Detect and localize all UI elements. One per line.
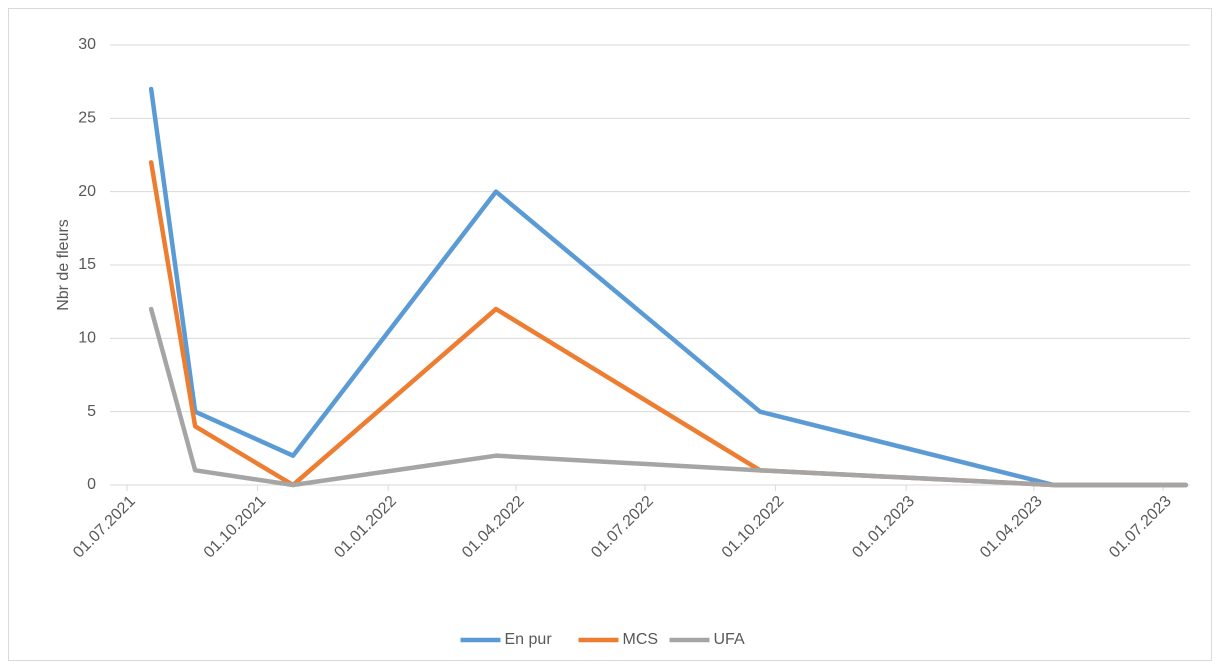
chart-frame (8, 8, 1212, 661)
legend-label: En pur (505, 631, 553, 648)
y-tick-label: 10 (78, 330, 96, 347)
y-tick-label: 0 (87, 476, 96, 493)
y-tick-label: 15 (78, 256, 96, 273)
series-line (148, 306, 1188, 488)
legend-label: UFA (714, 631, 745, 648)
y-tick-label: 5 (87, 403, 96, 420)
y-tick-label: 30 (78, 36, 96, 53)
y-axis-label: Nbr de fleurs (55, 219, 72, 311)
legend-label: MCS (623, 631, 659, 648)
y-tick-label: 25 (78, 110, 96, 127)
y-tick-label: 20 (78, 183, 96, 200)
